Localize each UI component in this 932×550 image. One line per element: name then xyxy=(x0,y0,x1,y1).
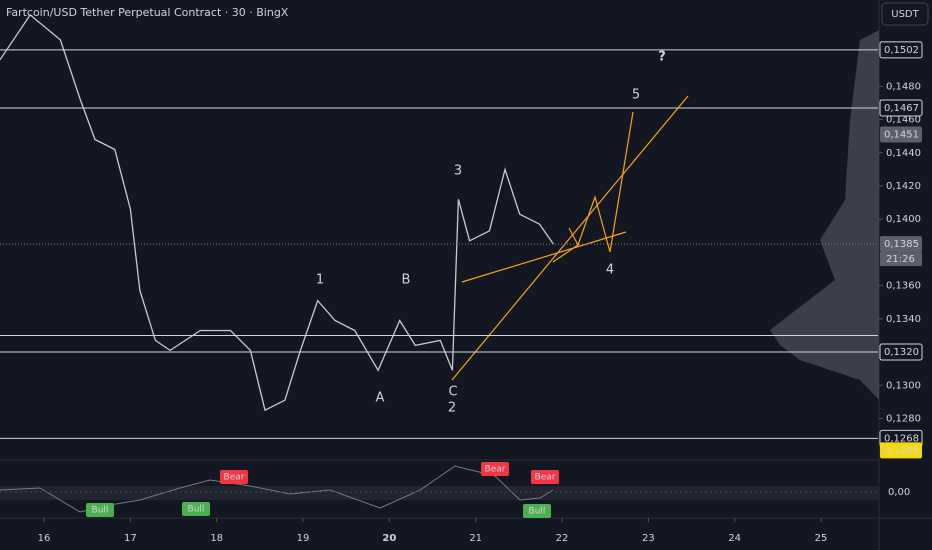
signal-badge xyxy=(531,470,559,484)
price-tag-label: 0,1265 xyxy=(884,445,919,456)
wave-label: C xyxy=(448,385,457,400)
y-tick-label: 0,1280 xyxy=(886,413,921,424)
signal-label: Bull xyxy=(188,505,205,515)
signal-badge xyxy=(86,503,114,517)
countdown: 21:26 xyxy=(886,254,915,265)
x-tick-label: 17 xyxy=(124,533,137,544)
price-tag-label: 0,1467 xyxy=(884,103,919,114)
y-tick-label: 0,1400 xyxy=(886,214,921,225)
signal-badge xyxy=(523,504,551,518)
signal-label: Bear xyxy=(535,473,556,483)
signal-badge xyxy=(220,470,248,484)
y-tick-label: 0,1460 xyxy=(886,115,921,126)
y-tick-label: 0,1360 xyxy=(886,281,921,292)
price-tag-label: 0,1451 xyxy=(884,130,919,141)
y-tick-label: 0,1340 xyxy=(886,314,921,325)
signal-label: Bull xyxy=(529,507,546,517)
x-tick-label: 23 xyxy=(642,533,655,544)
x-tick-label: 22 xyxy=(556,533,569,544)
x-tick-label: 24 xyxy=(728,533,741,544)
currency-button[interactable] xyxy=(881,2,929,26)
oscillator-band xyxy=(0,486,879,500)
signal-label: Bear xyxy=(224,473,245,483)
y-tick-label: 0,1440 xyxy=(886,148,921,159)
wave-label: 1 xyxy=(316,273,324,288)
chart-title: Fartcoin/USD Tether Perpetual Contract ·… xyxy=(6,6,289,19)
price-tag-label: 0,1502 xyxy=(884,45,919,56)
price-tag xyxy=(879,41,923,59)
oscillator-tick-label: 0,00 xyxy=(888,487,910,498)
price-tag xyxy=(879,343,923,361)
volume-profile xyxy=(770,30,879,400)
wave-drawing xyxy=(451,95,689,381)
price-tag xyxy=(879,99,923,117)
wave-label: 3 xyxy=(454,164,462,179)
price-tag-label: 0,1385 xyxy=(884,239,919,250)
signal-label: Bear xyxy=(485,465,506,475)
price-line xyxy=(0,13,554,412)
wave-label: 4 xyxy=(606,263,614,278)
x-tick-label: 25 xyxy=(815,533,828,544)
currency-button-label[interactable]: USDT xyxy=(891,9,919,20)
countdown-box xyxy=(880,252,922,267)
x-tick-label: 20 xyxy=(382,533,396,544)
price-tag-label: 0,1268 xyxy=(884,433,919,444)
wave-label: ? xyxy=(658,50,666,65)
price-tag-label: 0,1320 xyxy=(884,347,919,358)
y-tick-label: 0,1300 xyxy=(886,380,921,391)
signal-badge xyxy=(182,502,210,516)
x-tick-label: 16 xyxy=(38,533,51,544)
x-tick-label: 19 xyxy=(297,533,310,544)
signal-label: Bull xyxy=(92,506,109,516)
x-tick-label: 18 xyxy=(210,533,223,544)
y-tick-label: 0,1480 xyxy=(886,81,921,92)
y-tick-label: 0,1420 xyxy=(886,181,921,192)
signal-badge xyxy=(481,462,509,476)
price-tag xyxy=(880,442,922,459)
wave-label: 2 xyxy=(448,401,456,416)
wave-label: A xyxy=(376,391,385,406)
x-tick-label: 21 xyxy=(469,533,482,544)
wave-label: 5 xyxy=(632,88,640,103)
price-tag xyxy=(880,126,922,143)
price-tag xyxy=(880,236,922,253)
wave-label: B xyxy=(402,273,411,288)
